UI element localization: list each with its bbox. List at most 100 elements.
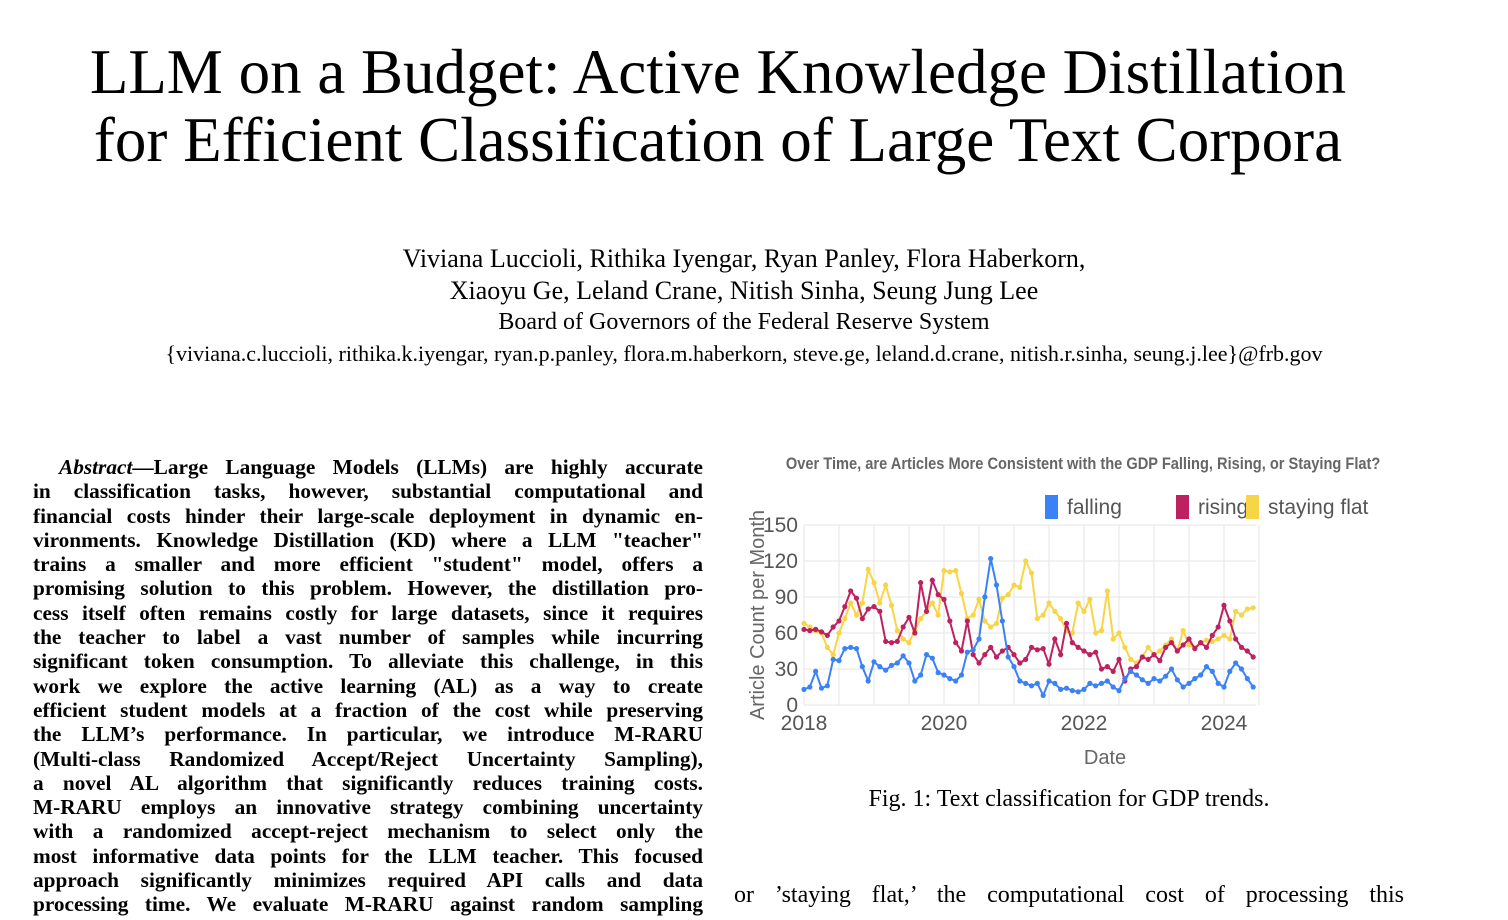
data-point-rising bbox=[1034, 647, 1040, 653]
data-point-falling bbox=[970, 647, 976, 653]
data-point-rising bbox=[1198, 640, 1204, 646]
data-point-falling bbox=[1180, 684, 1186, 690]
data-point-falling bbox=[1233, 660, 1239, 666]
data-point-rising bbox=[830, 624, 836, 630]
data-point-staying-flat bbox=[1075, 600, 1081, 606]
abstract-line: efficient student models at a fraction o… bbox=[33, 697, 703, 722]
data-point-falling bbox=[1192, 676, 1198, 682]
data-point-falling bbox=[1005, 654, 1011, 660]
data-point-falling bbox=[1058, 686, 1064, 692]
body-text-right: or ’staying flat,’ the computational cos… bbox=[734, 882, 1404, 908]
data-point-rising bbox=[1040, 646, 1046, 652]
x-tick-label: 2020 bbox=[921, 712, 968, 735]
data-point-rising bbox=[1151, 652, 1157, 658]
data-point-staying-flat bbox=[865, 566, 871, 572]
data-point-staying-flat bbox=[1058, 616, 1064, 622]
data-point-rising bbox=[848, 588, 854, 594]
data-point-staying-flat bbox=[1034, 616, 1040, 622]
data-point-falling bbox=[999, 618, 1005, 624]
data-point-rising bbox=[871, 604, 877, 610]
data-point-staying-flat bbox=[906, 640, 912, 646]
data-point-falling bbox=[1098, 680, 1105, 686]
data-point-rising bbox=[1098, 666, 1105, 672]
data-point-rising bbox=[970, 652, 976, 658]
data-point-rising bbox=[853, 595, 860, 601]
data-point-falling bbox=[813, 668, 819, 674]
abstract: Abstract—Large Language Models (LLMs) ar… bbox=[33, 455, 703, 917]
data-point-rising bbox=[1052, 636, 1058, 642]
data-point-falling bbox=[1139, 677, 1145, 683]
data-point-staying-flat bbox=[941, 568, 947, 574]
data-point-falling bbox=[836, 658, 842, 664]
authors-line-2: Xiaoyu Ge, Leland Crane, Nitish Sinha, S… bbox=[449, 276, 1039, 305]
y-tick-label: 0 bbox=[786, 694, 798, 717]
data-point-staying-flat bbox=[1221, 632, 1227, 638]
y-axis-label: Article Count per Month bbox=[747, 510, 769, 720]
data-point-falling bbox=[818, 685, 825, 691]
data-point-staying-flat bbox=[1017, 584, 1023, 590]
data-point-falling bbox=[1063, 685, 1070, 691]
abstract-line: the teacher to label a vast number of sa… bbox=[33, 625, 703, 650]
data-point-staying-flat bbox=[853, 612, 860, 618]
data-point-staying-flat bbox=[824, 644, 830, 650]
data-point-staying-flat bbox=[1069, 630, 1075, 636]
data-point-staying-flat bbox=[807, 624, 813, 630]
data-point-falling bbox=[993, 582, 1000, 588]
data-point-falling bbox=[1198, 672, 1204, 678]
data-point-rising bbox=[958, 648, 965, 654]
data-point-staying-flat bbox=[935, 612, 941, 618]
data-point-rising bbox=[1058, 652, 1064, 658]
figure-caption: Fig. 1: Text classification for GDP tren… bbox=[868, 786, 1270, 812]
abstract-first-line: Abstract—Large Language Models (LLMs) ar… bbox=[33, 455, 703, 479]
data-point-staying-flat bbox=[871, 580, 877, 586]
data-point-falling bbox=[853, 646, 860, 652]
data-point-falling bbox=[1227, 668, 1233, 674]
author-block: Viviana Luccioli, Rithika Iyengar, Ryan … bbox=[0, 243, 1488, 369]
data-point-staying-flat bbox=[1005, 592, 1011, 598]
data-point-rising bbox=[982, 652, 988, 658]
data-point-rising bbox=[824, 632, 830, 638]
data-point-rising bbox=[988, 644, 994, 650]
data-point-staying-flat bbox=[982, 618, 988, 624]
series-line-staying-flat bbox=[803, 557, 1254, 665]
data-point-staying-flat bbox=[877, 600, 883, 606]
data-point-falling bbox=[865, 678, 871, 684]
data-point-rising bbox=[836, 618, 842, 624]
data-point-staying-flat bbox=[1040, 612, 1046, 618]
data-point-falling bbox=[1087, 680, 1093, 686]
x-tick-label: 2022 bbox=[1061, 712, 1108, 735]
data-point-rising bbox=[1180, 642, 1186, 648]
data-point-rising bbox=[877, 608, 883, 614]
x-tick-label: 2018 bbox=[781, 712, 828, 735]
data-point-falling bbox=[988, 556, 994, 562]
data-point-rising bbox=[807, 628, 813, 634]
data-point-rising bbox=[1163, 644, 1169, 650]
data-point-rising bbox=[1233, 636, 1239, 642]
data-point-falling bbox=[871, 659, 877, 665]
data-point-falling bbox=[958, 672, 965, 678]
data-point-staying-flat bbox=[918, 616, 924, 622]
data-point-staying-flat bbox=[1186, 642, 1192, 648]
data-point-falling bbox=[1122, 676, 1128, 682]
legend-swatch bbox=[1176, 495, 1189, 519]
data-point-falling bbox=[1133, 672, 1140, 678]
data-point-rising bbox=[1116, 656, 1122, 662]
y-tick-label: 90 bbox=[775, 586, 798, 609]
abstract-label: Abstract bbox=[59, 455, 133, 479]
abstract-line: financial costs hinder their large-scale… bbox=[33, 503, 703, 528]
author-emails: {viviana.c.luccioli, rithika.k.iyengar, … bbox=[165, 341, 1323, 366]
data-point-staying-flat bbox=[1215, 636, 1221, 642]
data-point-staying-flat bbox=[947, 569, 953, 575]
data-point-staying-flat bbox=[1052, 608, 1058, 614]
x-axis-label: Date bbox=[1084, 747, 1126, 769]
data-point-rising bbox=[1133, 664, 1140, 670]
data-point-rising bbox=[813, 626, 819, 632]
legend-swatch bbox=[1045, 495, 1058, 519]
data-point-staying-flat bbox=[1087, 596, 1093, 602]
abstract-text: —Large Language Models (LLMs) are highly… bbox=[132, 455, 703, 479]
gdp-line-chart: 0 30 60 90 120 150 2018 2020 2022 2024 Date Article… bbox=[747, 495, 1369, 769]
data-point-falling bbox=[1069, 688, 1075, 694]
data-point-rising bbox=[912, 630, 918, 636]
data-point-rising bbox=[1046, 661, 1052, 667]
data-point-falling bbox=[1238, 666, 1245, 672]
